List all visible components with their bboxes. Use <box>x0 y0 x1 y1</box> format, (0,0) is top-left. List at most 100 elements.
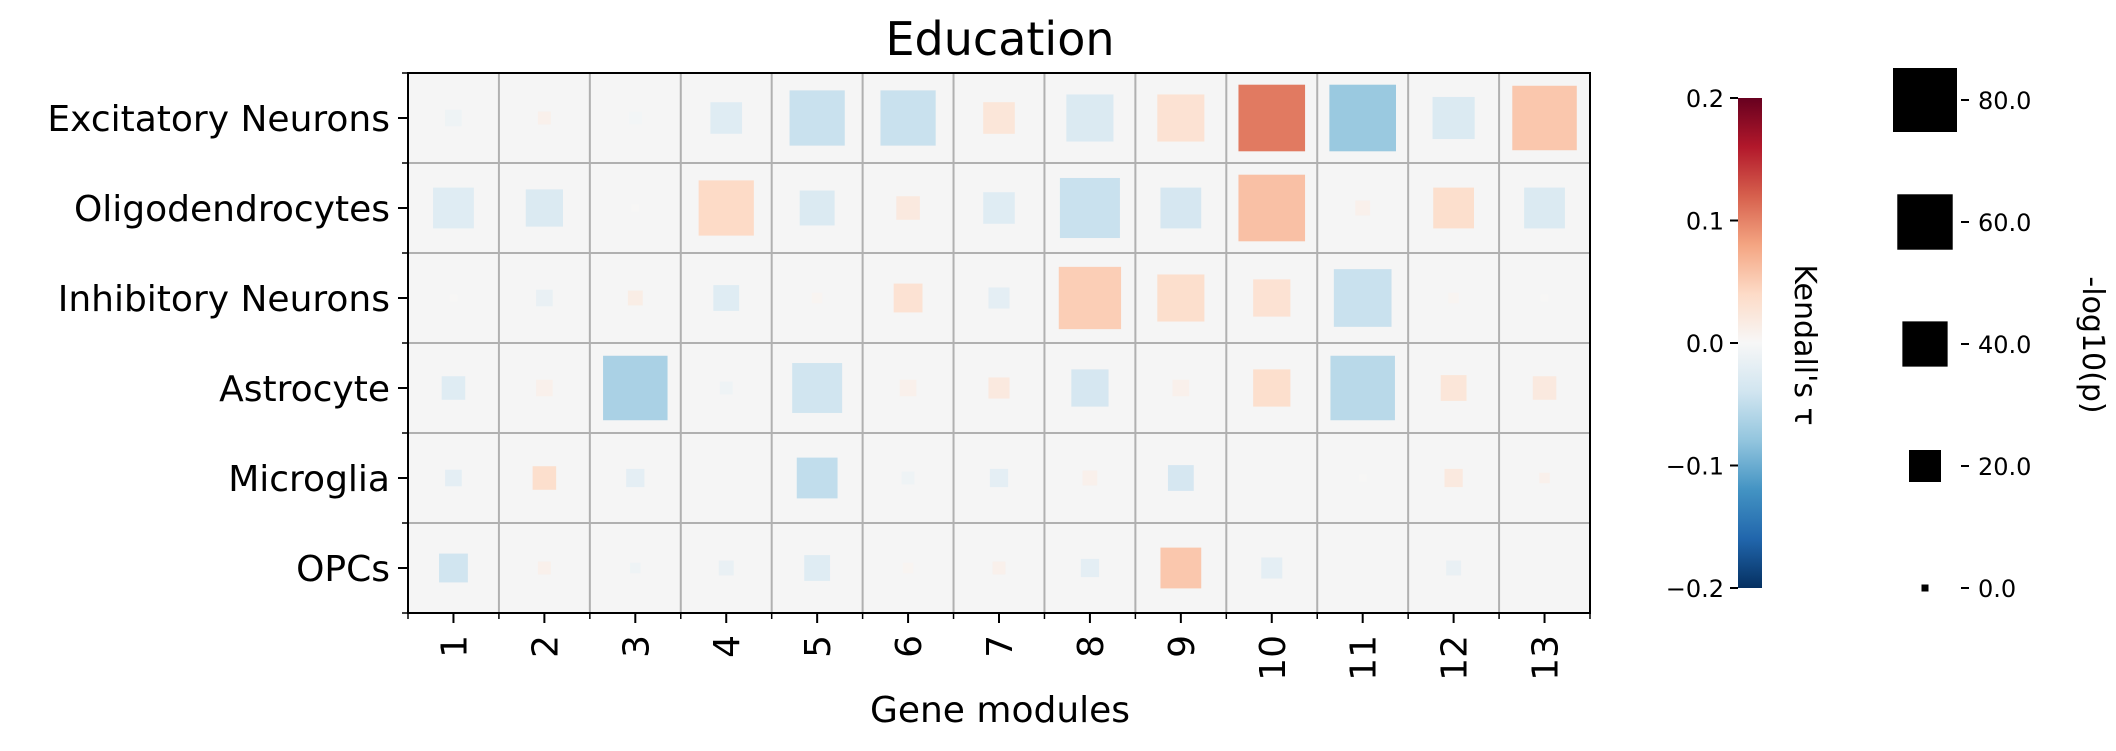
x-tick-label: 7 <box>980 635 1021 658</box>
cell-marker <box>1532 376 1557 400</box>
cell-marker <box>1448 292 1459 304</box>
x-tick-label: 9 <box>1162 635 1203 658</box>
cell-marker <box>1261 557 1283 579</box>
cell-marker <box>1167 465 1194 491</box>
cell-marker <box>983 192 1015 224</box>
x-tick-label: 12 <box>1435 635 1476 681</box>
cell-marker <box>1355 200 1371 216</box>
x-tick-label: 6 <box>889 635 930 658</box>
cell-marker <box>1157 94 1205 142</box>
cell-marker <box>626 468 645 488</box>
size-legend-marker <box>1897 194 1953 250</box>
cell-marker <box>1160 187 1202 229</box>
x-axis-label: Gene modules <box>870 690 1130 731</box>
cell-marker <box>698 180 754 236</box>
cell-marker <box>1433 187 1475 229</box>
cell-marker <box>811 292 823 304</box>
cell-marker <box>441 376 466 400</box>
cell-marker <box>1540 294 1549 302</box>
cell-marker <box>983 102 1015 134</box>
size-legend-tick-label: 60.0 <box>1978 209 2031 237</box>
cell-marker <box>445 469 462 487</box>
cell-marker <box>1058 266 1122 330</box>
cell-marker <box>792 363 843 413</box>
x-tick-label: 2 <box>525 635 566 658</box>
cell-marker <box>988 377 1010 399</box>
cell-marker <box>1253 369 1291 407</box>
cell-marker <box>1512 85 1577 151</box>
cell-marker <box>1082 470 1098 486</box>
cell-marker <box>1358 474 1367 482</box>
cell-marker <box>992 561 1006 575</box>
cell-marker <box>1333 269 1392 327</box>
x-tick-label: 11 <box>1344 635 1385 681</box>
size-legend-marker <box>1909 450 1941 482</box>
cell-marker <box>880 90 936 146</box>
size-legend-tick-label: 40.0 <box>1978 331 2031 359</box>
cell-marker <box>445 109 462 127</box>
cell-marker <box>603 355 668 421</box>
cell-marker <box>449 294 458 302</box>
cell-marker <box>719 381 733 395</box>
cell-marker <box>902 562 914 574</box>
x-tick-label: 5 <box>798 635 839 658</box>
y-tick-label: Inhibitory Neurons <box>58 279 390 320</box>
colorbar-tick-label: 0.1 <box>1686 208 1724 236</box>
cell-marker <box>789 90 845 146</box>
y-tick-label: Excitatory Neurons <box>47 99 390 140</box>
colorbar: 0.2 0.1 0.0 −0.1 −0.2 <box>1666 85 1762 603</box>
cell-marker <box>896 196 920 220</box>
x-tick-label: 4 <box>707 635 748 658</box>
size-legend-marker <box>1893 68 1957 132</box>
cell-marker <box>901 471 915 485</box>
size-legend-tick-label: 20.0 <box>1978 453 2031 481</box>
cell-marker <box>1080 558 1100 578</box>
cell-marker <box>1330 355 1395 421</box>
cell-marker <box>532 466 557 490</box>
cell-marker <box>1238 84 1306 152</box>
x-tick-label: 13 <box>1526 635 1567 681</box>
y-tick-label: Astrocyte <box>219 369 390 410</box>
cell-marker <box>537 561 551 575</box>
cell-marker <box>799 190 835 226</box>
cell-marker <box>988 287 1010 309</box>
cell-marker <box>536 289 553 307</box>
cell-marker <box>1440 375 1467 401</box>
colorbar-tick-label: −0.2 <box>1666 575 1724 603</box>
colorbar-label: Kendall's τ <box>1787 264 1822 425</box>
cell-marker <box>1172 379 1190 397</box>
y-tick-label: Oligodendrocytes <box>74 189 390 230</box>
cell-marker <box>628 111 642 125</box>
cell-marker <box>1238 174 1306 242</box>
size-legend: 80.0 60.0 40.0 20.0 0.0 <box>1893 68 2031 603</box>
x-tick-label: 3 <box>616 635 657 658</box>
size-legend-label: -log10(p) <box>2075 276 2110 413</box>
x-tick-label: 1 <box>434 635 475 658</box>
cell-marker <box>1524 187 1565 229</box>
cell-marker <box>1059 177 1120 239</box>
cell-marker <box>627 290 643 306</box>
cell-marker <box>1253 279 1291 317</box>
cell-marker <box>804 555 831 581</box>
x-tick-label: 10 <box>1253 635 1294 681</box>
cell-marker <box>631 204 640 212</box>
cell-marker <box>1539 472 1550 484</box>
colorbar-gradient <box>1738 98 1762 588</box>
cell-marker <box>893 283 923 313</box>
size-legend-tick-label: 0.0 <box>1978 575 2016 603</box>
cell-marker <box>713 285 740 311</box>
y-tick-label: Microglia <box>228 459 390 500</box>
colorbar-tick-label: 0.0 <box>1686 330 1724 358</box>
cell-marker <box>1329 84 1396 152</box>
cell-marker <box>796 457 838 499</box>
chart-title: Education <box>885 12 1114 66</box>
colorbar-tick-label: 0.2 <box>1686 85 1724 113</box>
y-tick-label: OPCs <box>296 549 390 590</box>
cell-marker <box>536 379 553 397</box>
cell-marker <box>630 562 641 574</box>
size-legend-marker <box>1902 321 1948 367</box>
cell-marker <box>439 553 468 583</box>
cell-marker <box>899 379 917 397</box>
plot-area: Excitatory Neurons Oligodendrocytes Inhibi… <box>47 72 1591 681</box>
